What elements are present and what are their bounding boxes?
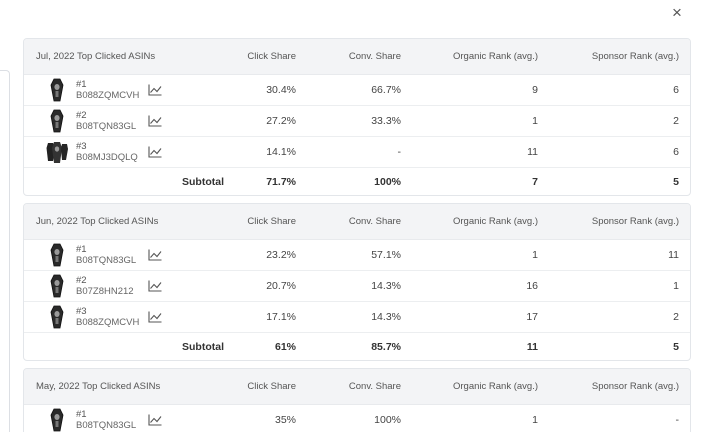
subtotal-sponsor-rank: 5: [673, 176, 679, 188]
may-2022-asin-table: May, 2022 Top Clicked ASINs Click Share …: [23, 368, 691, 432]
organic-rank: 16: [526, 280, 538, 292]
subtotal-organic-rank: 11: [526, 341, 538, 353]
col-organic-rank: Organic Rank (avg.): [452, 51, 538, 62]
click-share: 20.7%: [266, 280, 296, 292]
col-sponsor-rank: Sponsor Rank (avg.): [591, 216, 679, 227]
conv-share: 14.3%: [371, 280, 401, 292]
asin-rank: #3: [76, 141, 87, 152]
sponsor-rank: 6: [673, 146, 679, 158]
subtotal-row: Subtotal 71.7% 100% 7 5: [24, 168, 690, 195]
asin-rank: #1: [76, 244, 87, 255]
close-icon[interactable]: ×: [672, 3, 682, 22]
table-title: May, 2022 Top Clicked ASINs: [36, 381, 161, 392]
trend-chart-icon[interactable]: [148, 414, 162, 426]
asin-code: B08TQN83GL: [76, 255, 137, 266]
col-conv-share: Conv. Share: [348, 51, 401, 62]
trend-chart-icon[interactable]: [148, 84, 162, 96]
subtotal-conv-share: 100%: [374, 176, 401, 188]
jul-2022-asin-table: Jul, 2022 Top Clicked ASINs Click Share …: [23, 38, 691, 196]
sponsor-rank: -: [675, 414, 680, 426]
subtotal-row: Subtotal 61% 85.7% 11 5: [24, 333, 690, 360]
organic-rank: 11: [527, 146, 538, 158]
organic-rank: 1: [532, 115, 538, 127]
asin-code: B08MJ3DQLQ: [76, 152, 138, 163]
col-conv-share: Conv. Share: [348, 216, 401, 227]
product-thumbnail: [46, 139, 68, 165]
background-panel-edge: [0, 70, 10, 432]
asin-code: B07Z8HN212: [76, 286, 134, 297]
organic-rank: 17: [526, 311, 538, 323]
col-click-share: Click Share: [247, 216, 296, 227]
sponsor-rank: 11: [668, 249, 679, 261]
product-thumbnail: [46, 273, 68, 299]
conv-share: 33.3%: [371, 115, 401, 127]
col-organic-rank: Organic Rank (avg.): [452, 216, 538, 227]
col-click-share: Click Share: [247, 51, 296, 62]
table-header: May, 2022 Top Clicked ASINs Click Share …: [24, 369, 690, 405]
table-header: Jun, 2022 Top Clicked ASINs Click Share …: [24, 204, 690, 240]
subtotal-conv-share: 85.7%: [371, 341, 401, 353]
col-conv-share: Conv. Share: [348, 381, 401, 392]
asin-rank: #3: [76, 306, 87, 317]
sponsor-rank: 2: [673, 311, 679, 323]
click-share: 23.2%: [266, 249, 296, 261]
subtotal-click-share: 71.7%: [266, 176, 296, 188]
table-header: Jul, 2022 Top Clicked ASINs Click Share …: [24, 39, 690, 75]
col-sponsor-rank: Sponsor Rank (avg.): [591, 51, 679, 62]
conv-share: 14.3%: [371, 311, 401, 323]
col-click-share: Click Share: [247, 381, 296, 392]
conv-share: -: [397, 146, 402, 158]
subtotal-label: Subtotal: [182, 176, 224, 188]
trend-chart-icon[interactable]: [148, 115, 162, 127]
trend-chart-icon[interactable]: [148, 311, 162, 323]
click-share: 14.1%: [266, 146, 296, 158]
table-row: #1 B08TQN83GL 35% 100% 1 -: [24, 405, 690, 432]
conv-share: 100%: [374, 414, 401, 426]
sponsor-rank: 6: [673, 84, 679, 96]
asin-rank: #2: [76, 275, 87, 286]
asin-code: B08TQN83GL: [76, 121, 137, 132]
trend-chart-icon[interactable]: [148, 249, 162, 261]
table-row: #1 B08TQN83GL 23.2% 57.1% 1 11: [24, 240, 690, 271]
col-organic-rank: Organic Rank (avg.): [452, 381, 538, 392]
asin-rank: #1: [76, 79, 87, 90]
trend-chart-icon[interactable]: [148, 280, 162, 292]
asin-code: B08TQN83GL: [76, 420, 137, 431]
asin-rank: #2: [76, 110, 87, 121]
conv-share: 57.1%: [371, 249, 401, 261]
click-share: 35%: [274, 414, 296, 426]
table-row: #2 B08TQN83GL 27.2% 33.3% 1 2: [24, 106, 690, 137]
col-sponsor-rank: Sponsor Rank (avg.): [591, 381, 679, 392]
table-row: #2 B07Z8HN212 20.7% 14.3% 16 1: [24, 271, 690, 302]
trend-chart-icon[interactable]: [148, 146, 162, 158]
organic-rank: 1: [532, 414, 538, 426]
sponsor-rank: 2: [673, 115, 679, 127]
conv-share: 66.7%: [371, 84, 401, 96]
product-thumbnail: [46, 108, 68, 134]
product-thumbnail: [46, 407, 68, 432]
click-share: 30.4%: [266, 84, 296, 96]
asin-rank: #1: [76, 409, 87, 420]
subtotal-sponsor-rank: 5: [673, 341, 679, 353]
table-row: #1 B088ZQMCVH 30.4% 66.7% 9 6: [24, 75, 690, 106]
product-thumbnail: [46, 77, 68, 103]
subtotal-click-share: 61%: [274, 341, 296, 353]
table-title: Jun, 2022 Top Clicked ASINs: [36, 216, 159, 227]
organic-rank: 1: [532, 249, 538, 261]
product-thumbnail: [46, 304, 68, 330]
asin-code: B088ZQMCVH: [76, 90, 140, 101]
product-thumbnail: [46, 242, 68, 268]
jun-2022-asin-table: Jun, 2022 Top Clicked ASINs Click Share …: [23, 203, 691, 361]
subtotal-label: Subtotal: [182, 341, 224, 353]
click-share: 17.1%: [266, 311, 296, 323]
sponsor-rank: 1: [673, 280, 679, 292]
click-share: 27.2%: [266, 115, 296, 127]
subtotal-organic-rank: 7: [532, 176, 538, 188]
table-row: #3 B08MJ3DQLQ 14.1% - 11 6: [24, 137, 690, 168]
asin-code: B088ZQMCVH: [76, 317, 140, 328]
organic-rank: 9: [532, 84, 538, 96]
table-title: Jul, 2022 Top Clicked ASINs: [36, 51, 156, 62]
table-row: #3 B088ZQMCVH 17.1% 14.3% 17 2: [24, 302, 690, 333]
